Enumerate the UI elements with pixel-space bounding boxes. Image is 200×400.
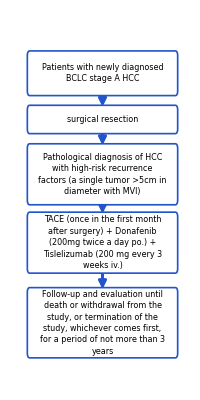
Text: Pathological diagnosis of HCC
with high-risk recurrence
factors (a single tumor : Pathological diagnosis of HCC with high-… [38, 153, 167, 196]
Text: TACE (once in the first month
after surgery) + Donafenib
(200mg twice a day po.): TACE (once in the first month after surg… [43, 215, 162, 270]
FancyBboxPatch shape [27, 51, 178, 96]
FancyBboxPatch shape [27, 144, 178, 205]
FancyBboxPatch shape [27, 105, 178, 134]
Text: surgical resection: surgical resection [67, 115, 138, 124]
FancyBboxPatch shape [27, 288, 178, 358]
FancyBboxPatch shape [27, 212, 178, 273]
Text: Patients with newly diagnosed
BCLC stage A HCC: Patients with newly diagnosed BCLC stage… [42, 63, 163, 84]
Text: Follow-up and evaluation until
death or withdrawal from the
study, or terminatio: Follow-up and evaluation until death or … [40, 290, 165, 356]
